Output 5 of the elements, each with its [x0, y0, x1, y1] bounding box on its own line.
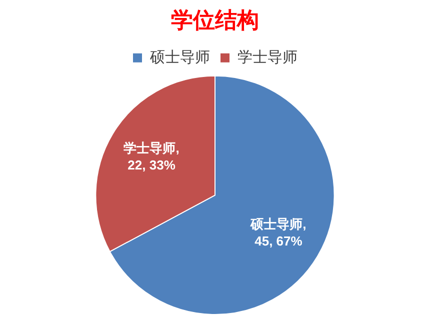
- data-label: 硕士导师, 45, 67%: [250, 216, 306, 248]
- legend-label: 硕士导师: [149, 49, 210, 66]
- data-label: 学士导师, 22, 33%: [124, 140, 180, 172]
- chart-title: 学位结构: [171, 7, 259, 32]
- legend-label: 学士导师: [238, 49, 298, 66]
